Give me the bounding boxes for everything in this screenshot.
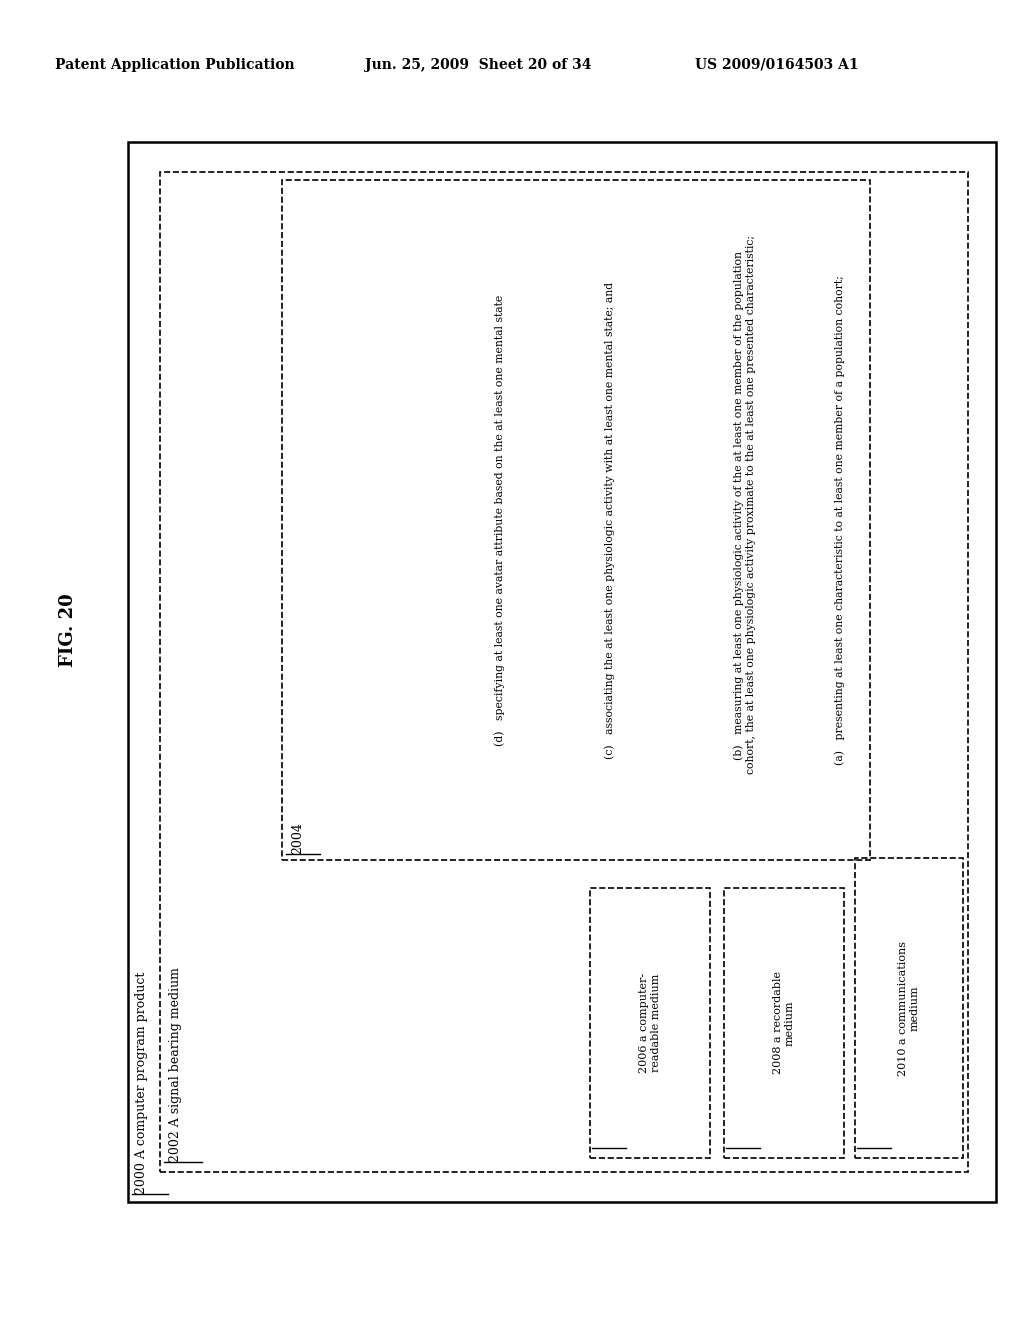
Bar xyxy=(724,888,844,1158)
Text: US 2009/0164503 A1: US 2009/0164503 A1 xyxy=(695,58,859,73)
Text: (d)   specifying at least one avatar attribute based on the at least one mental : (d) specifying at least one avatar attri… xyxy=(495,294,505,746)
Text: Jun. 25, 2009  Sheet 20 of 34: Jun. 25, 2009 Sheet 20 of 34 xyxy=(365,58,592,73)
Text: 2006 a computer-
readable medium: 2006 a computer- readable medium xyxy=(639,973,660,1073)
Text: 2010 a communications
medium: 2010 a communications medium xyxy=(898,940,920,1076)
Text: (a)   presenting at least one characteristic to at least one member of a populat: (a) presenting at least one characterist… xyxy=(835,275,845,764)
Bar xyxy=(160,172,968,1172)
Text: FIG. 20: FIG. 20 xyxy=(59,593,77,667)
Bar xyxy=(128,143,996,1203)
Text: 2000 A computer program product: 2000 A computer program product xyxy=(135,972,148,1195)
Text: 2008 a recordable
medium: 2008 a recordable medium xyxy=(773,972,795,1074)
Text: Patent Application Publication: Patent Application Publication xyxy=(55,58,295,73)
Bar xyxy=(282,180,870,861)
Text: 2004: 2004 xyxy=(292,822,304,854)
Text: (c)   associating the at least one physiologic activity with at least one mental: (c) associating the at least one physiol… xyxy=(605,281,615,759)
Text: (b)   measuring at least one physiologic activity of the at least one member of : (b) measuring at least one physiologic a… xyxy=(733,235,757,775)
Bar xyxy=(855,858,963,1158)
Bar xyxy=(590,888,710,1158)
Text: 2002 A signal bearing medium: 2002 A signal bearing medium xyxy=(170,968,182,1162)
